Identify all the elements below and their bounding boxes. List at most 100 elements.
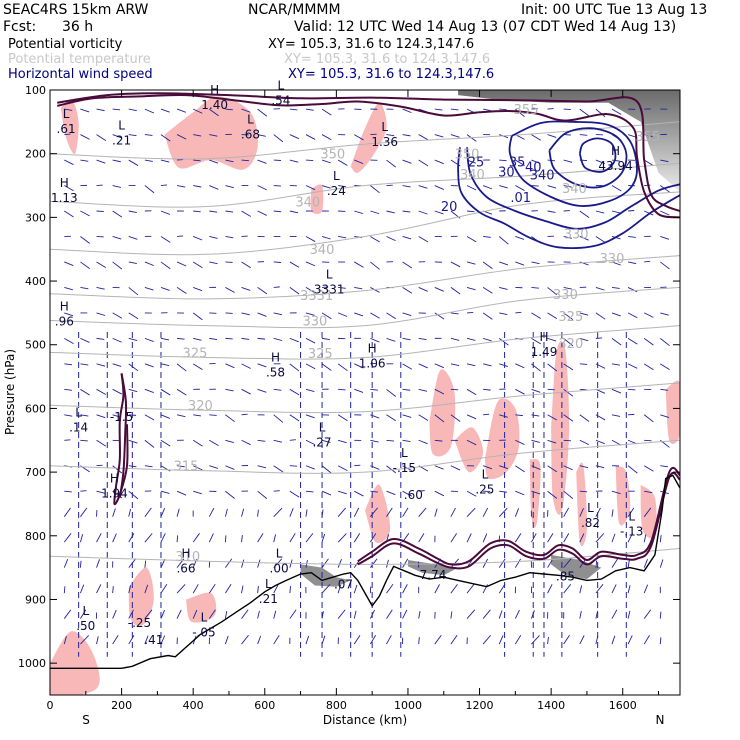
wind-vector xyxy=(64,312,74,317)
wind-speed-contour xyxy=(508,120,638,207)
wind-vector xyxy=(498,558,506,568)
wind-vector xyxy=(321,533,326,543)
pv-shaded-region xyxy=(576,462,587,547)
wind-vector xyxy=(96,439,107,447)
wind-vector xyxy=(643,159,654,167)
wind-vector xyxy=(660,414,670,419)
wind-vector xyxy=(434,363,444,369)
wind-vector xyxy=(209,134,218,137)
wind-vector xyxy=(499,363,508,368)
wind-vector xyxy=(498,635,504,645)
wind-vector xyxy=(257,586,259,594)
wind-vector xyxy=(289,261,300,268)
wind-vector xyxy=(402,609,408,619)
extremum-value: 1.06 xyxy=(359,357,386,371)
wind-vector xyxy=(289,609,297,619)
wind-vector xyxy=(643,363,654,371)
wind-vector xyxy=(402,134,411,137)
wind-vector xyxy=(370,261,380,270)
wind-vector xyxy=(386,388,396,397)
wind-vector xyxy=(499,261,509,266)
theta-contour xyxy=(50,439,680,474)
wind-vector xyxy=(273,388,282,391)
wind-vector xyxy=(644,490,653,494)
wind-vector xyxy=(386,312,396,320)
wind-vector xyxy=(96,286,105,290)
wind-vector xyxy=(611,414,621,417)
wind-vector xyxy=(579,388,588,391)
wind-vector xyxy=(514,508,520,517)
wind-vector xyxy=(112,388,123,395)
wind-vector xyxy=(144,159,153,162)
wind-vector xyxy=(611,312,621,317)
wind-vector xyxy=(563,363,574,371)
wind-vector xyxy=(531,635,540,645)
wind-vector xyxy=(273,337,283,342)
wind-vector xyxy=(595,286,605,291)
wind-vector xyxy=(96,134,107,142)
wind-vector xyxy=(64,261,74,267)
wind-vector xyxy=(499,159,507,162)
extremum-value: 3331 xyxy=(314,283,345,297)
wind-vector xyxy=(80,236,90,244)
wind-vector xyxy=(466,185,477,191)
wind-vector xyxy=(337,507,346,517)
extremum-value: 1.49 xyxy=(531,345,558,359)
wind-vector xyxy=(482,634,491,645)
wind-vector xyxy=(160,584,168,594)
wind-vector xyxy=(209,108,219,117)
wind-vector xyxy=(515,311,522,314)
wind-vector xyxy=(498,507,508,517)
extremum-value: .25 xyxy=(475,483,494,497)
theta-contour-label: 3331 xyxy=(300,289,333,304)
extremum-value: -.15 xyxy=(393,461,416,475)
wind-vector xyxy=(64,337,74,345)
wind-vector xyxy=(257,337,266,340)
wind-vector xyxy=(579,414,590,422)
wind-vector xyxy=(595,388,606,394)
wind-vector xyxy=(450,611,453,619)
wind-vector xyxy=(418,134,429,141)
wind-vector xyxy=(289,210,299,214)
wind-vector xyxy=(515,388,525,395)
wind-vector xyxy=(96,533,102,543)
wind-vector xyxy=(563,634,570,645)
wind-vector xyxy=(370,388,379,391)
field-xy-theta: XY= 105.3, 31.6 to 124.3,147.6 xyxy=(284,52,491,67)
wind-vector xyxy=(225,558,233,568)
wind-vector xyxy=(176,388,187,396)
wind-vector xyxy=(321,312,332,320)
wind-vector xyxy=(402,287,413,294)
wind-vector xyxy=(514,533,522,543)
wind-vector xyxy=(160,414,171,419)
x-tick-label: 600 xyxy=(254,699,275,712)
wind-vector xyxy=(482,584,488,594)
wind-vector xyxy=(579,108,590,117)
wind-vector xyxy=(160,210,170,215)
theta-contour-label: 350 xyxy=(320,148,345,163)
wind-vector xyxy=(660,210,670,216)
wind-vector xyxy=(273,439,283,443)
wind-vector xyxy=(643,584,649,594)
wind-vector xyxy=(434,287,444,292)
wind-vector xyxy=(305,490,314,493)
extremum-letter: L xyxy=(381,120,388,134)
wind-vector xyxy=(354,159,364,165)
wind-vector xyxy=(273,610,277,619)
wind-vector xyxy=(450,261,461,268)
wind-speed-label: .01 xyxy=(510,191,531,206)
wind-vector xyxy=(402,312,412,316)
wind-vector xyxy=(354,286,363,290)
wind-vector xyxy=(450,634,458,645)
wind-vector xyxy=(611,108,622,115)
wind-vector xyxy=(595,159,605,164)
theta-contour-label: 320 xyxy=(188,399,213,414)
wind-vector xyxy=(579,337,589,342)
wind-vector xyxy=(402,558,409,568)
wind-vector xyxy=(177,465,185,468)
wind-vector xyxy=(128,159,139,166)
wind-vector xyxy=(531,490,541,495)
y-tick-label: 900 xyxy=(25,593,46,606)
pv-shaded-region xyxy=(163,96,258,170)
extremum-value: .66 xyxy=(176,562,195,576)
